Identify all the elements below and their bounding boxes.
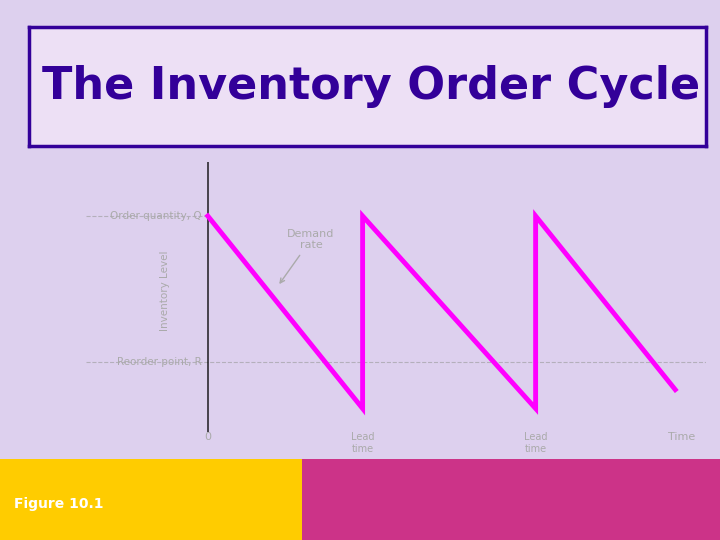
Text: The Inventory Order Cycle: The Inventory Order Cycle — [42, 65, 701, 108]
Bar — [0, 459, 302, 540]
Text: Reorder point, R: Reorder point, R — [117, 356, 202, 367]
Text: Order
placed: Order placed — [521, 467, 551, 487]
Text: Order quantity, Q: Order quantity, Q — [110, 211, 202, 221]
Text: Lead
time: Lead time — [524, 432, 547, 454]
Text: Time: Time — [667, 432, 695, 442]
Text: Demand
rate: Demand rate — [280, 228, 335, 283]
Text: Order
receipt: Order receipt — [520, 467, 552, 487]
Text: Figure 10.1: Figure 10.1 — [14, 497, 104, 510]
Text: Order
receipt: Order receipt — [347, 467, 379, 487]
Text: Order
placed: Order placed — [348, 467, 378, 487]
Text: 0: 0 — [204, 432, 211, 442]
Bar — [302, 459, 720, 540]
Text: Lead
time: Lead time — [351, 432, 374, 454]
Text: Inventory Level: Inventory Level — [161, 251, 171, 332]
